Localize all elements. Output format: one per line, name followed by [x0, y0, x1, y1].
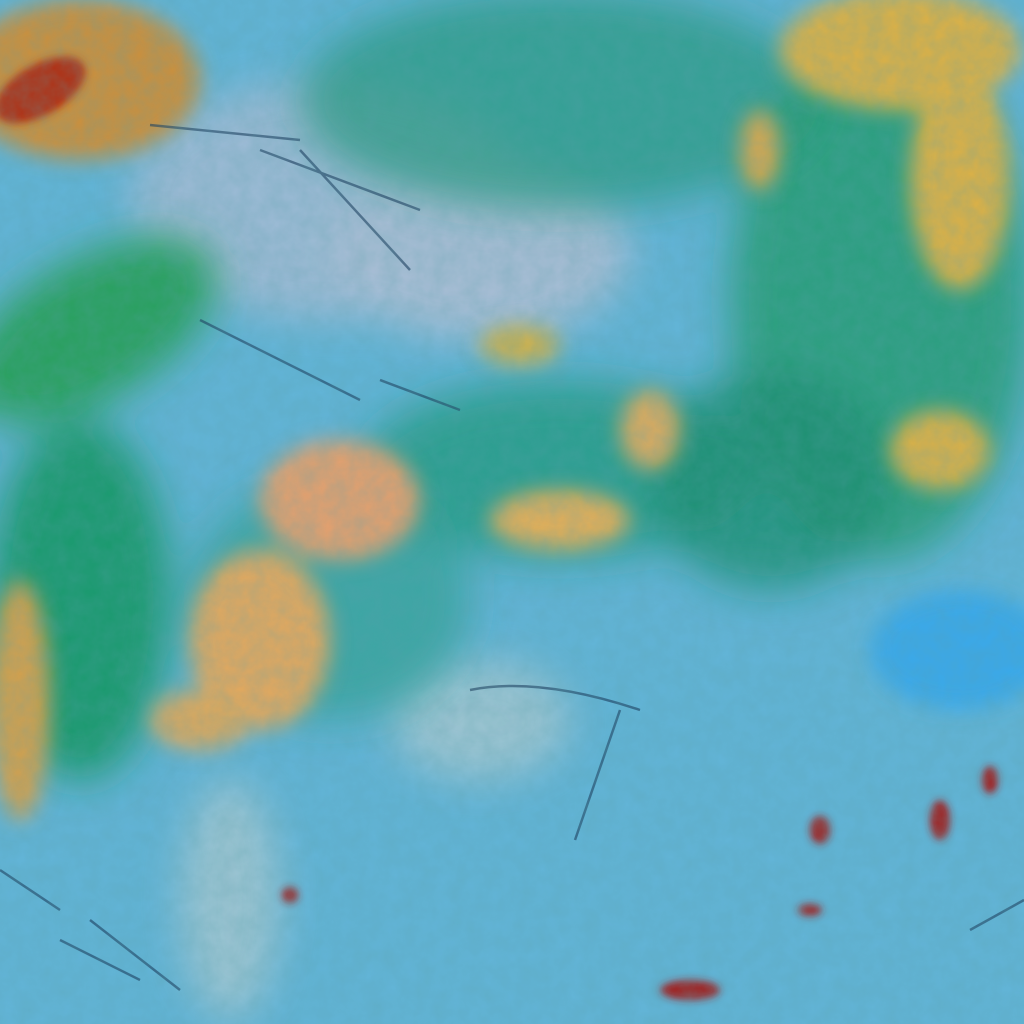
cloud-texture	[0, 0, 1024, 1024]
satellite-image	[0, 0, 1024, 1024]
